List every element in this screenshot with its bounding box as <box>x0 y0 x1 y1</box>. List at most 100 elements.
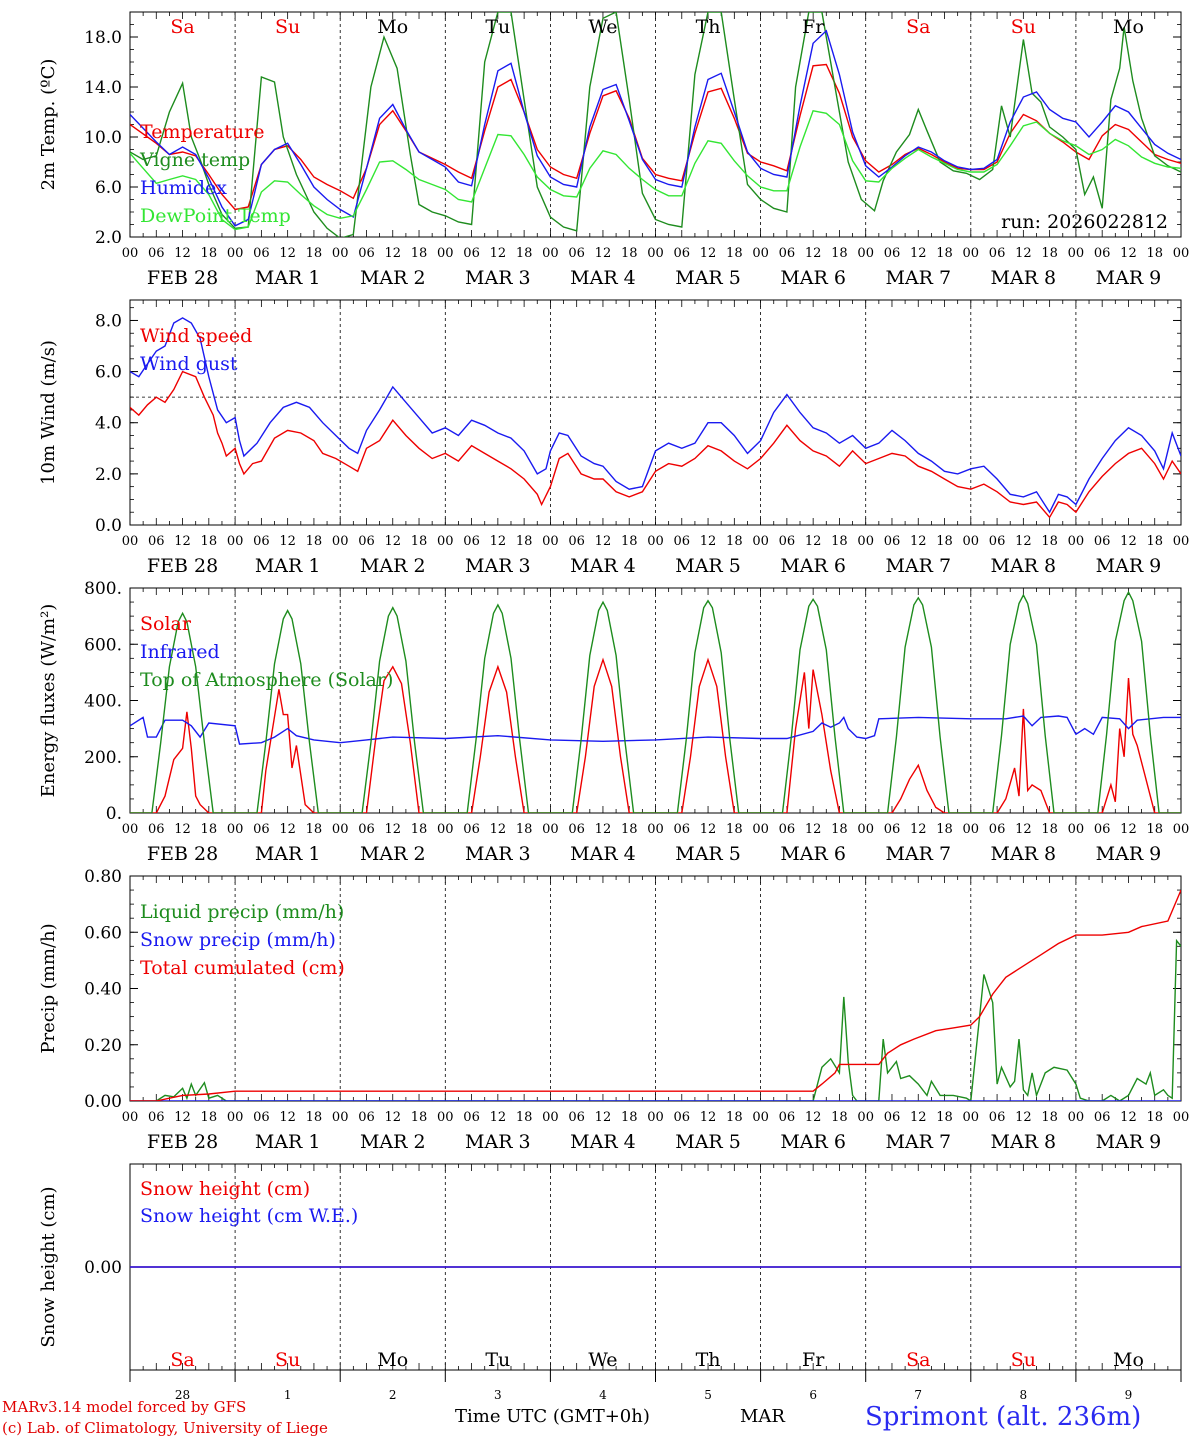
hour-label: 00 <box>1173 534 1190 549</box>
date-label: MAR 2 <box>360 1131 426 1153</box>
date-label: MAR 5 <box>675 555 741 577</box>
series-wind-speed <box>130 370 1181 519</box>
hour-label: 00 <box>647 822 664 837</box>
hour-label: 06 <box>989 246 1006 261</box>
hour-label: 12 <box>1120 822 1137 837</box>
plot-frame <box>129 299 1182 526</box>
hour-label: 18 <box>726 1110 743 1125</box>
hour-label: 12 <box>595 246 612 261</box>
hour-label: 00 <box>857 1110 874 1125</box>
weekday-label: Tu <box>485 1349 510 1371</box>
weekday-label: Sa <box>170 1349 194 1371</box>
date-label: MAR 8 <box>991 267 1057 289</box>
hour-label: 12 <box>490 1110 507 1125</box>
date-label: MAR 8 <box>991 1131 1057 1153</box>
hour-label: 12 <box>910 246 927 261</box>
hour-label: 18 <box>1041 822 1058 837</box>
day-number: 5 <box>704 1388 712 1402</box>
hour-label: 18 <box>1041 534 1058 549</box>
panel-4: 0.00 0.20 0.40 0.60 0.80 Precip (mm/h) Liquid … <box>38 867 1189 1153</box>
date-label: MAR 3 <box>465 267 531 289</box>
weekday-label: Sa <box>906 1349 930 1371</box>
hour-label: 12 <box>700 246 717 261</box>
hour-label: 00 <box>752 1110 769 1125</box>
y-tick-label: 0.0 <box>95 516 122 536</box>
hour-label: 00 <box>752 246 769 261</box>
hour-label: 18 <box>411 534 428 549</box>
y-tick-label: 0.40 <box>84 980 122 1000</box>
hour-label: 06 <box>1094 534 1111 549</box>
hour-label: 06 <box>779 246 796 261</box>
hour-label: 18 <box>201 246 218 261</box>
weekday-label: Mo <box>1113 1349 1144 1371</box>
date-label: MAR 3 <box>465 1131 531 1153</box>
panel-3: 0. 200. 400. 600. 800. Energy fluxes (W/m²) So… <box>38 579 1189 865</box>
day-number: 2 <box>389 1388 397 1402</box>
y-tick-label: 10.0 <box>84 128 122 148</box>
y-tick-label: 18.0 <box>84 28 122 48</box>
time-axis-label: Time UTC (GMT+0h) <box>455 1406 650 1427</box>
hour-label: 06 <box>358 246 375 261</box>
legend-entry: Vigne temp <box>139 149 250 171</box>
hour-label: 06 <box>674 822 691 837</box>
hour-label: 18 <box>306 246 323 261</box>
hour-label: 06 <box>463 246 480 261</box>
date-label: MAR 1 <box>255 1131 321 1153</box>
hour-label: 00 <box>1068 1110 1085 1125</box>
weekday-label: Mo <box>377 16 408 38</box>
hour-label: 00 <box>1173 246 1190 261</box>
weekday-label: Fr <box>802 1349 825 1371</box>
hour-label: 18 <box>1041 1110 1058 1125</box>
plot-frame <box>129 11 1182 238</box>
legend-entry: Top of Atmosphere (Solar) <box>140 669 393 691</box>
series-wind-gust <box>130 317 1181 514</box>
hour-label: 12 <box>1015 822 1032 837</box>
legend-entry: Snow height (cm) <box>140 1178 310 1200</box>
weekday-label: Th <box>696 1349 721 1371</box>
hour-label: 00 <box>542 246 559 261</box>
series-temperature <box>130 63 1181 211</box>
y-tick-label: 2.0 <box>95 465 122 485</box>
legend-entry: Snow height (cm W.E.) <box>140 1205 358 1227</box>
hour-label: 12 <box>279 822 296 837</box>
legend-entry: Solar <box>140 613 192 635</box>
hour-label: 06 <box>989 534 1006 549</box>
hour-label: 00 <box>542 822 559 837</box>
hour-label: 06 <box>1094 822 1111 837</box>
weekday-label: Sa <box>906 16 930 38</box>
hour-label: 00 <box>963 1110 980 1125</box>
hour-label: 06 <box>568 822 585 837</box>
hour-label: 06 <box>463 534 480 549</box>
hour-label: 00 <box>647 534 664 549</box>
y-axis-title: Precip (mm/h) <box>38 923 59 1053</box>
date-label: MAR 4 <box>570 1131 636 1153</box>
date-label: FEB 28 <box>147 1131 218 1153</box>
lab-credit: (c) Lab. of Climatology, University of L… <box>2 1419 328 1437</box>
plot-frame <box>129 587 1182 814</box>
date-label: MAR 9 <box>1096 843 1162 865</box>
panel-5: 0.00 Snow height (cm) Snow height (cm) Snow… <box>38 1163 1182 1371</box>
hour-label: 12 <box>384 1110 401 1125</box>
hour-label: 12 <box>174 246 191 261</box>
y-tick-label: 600. <box>84 635 122 655</box>
day-number: 9 <box>1125 1388 1133 1402</box>
hour-label: 18 <box>516 246 533 261</box>
weekday-label: Mo <box>1113 16 1144 38</box>
hour-label: 00 <box>332 246 349 261</box>
hour-label: 00 <box>227 246 244 261</box>
hour-label: 00 <box>332 822 349 837</box>
hour-label: 12 <box>595 1110 612 1125</box>
hour-label: 18 <box>621 246 638 261</box>
day-number: 1 <box>284 1388 292 1402</box>
date-label: MAR 8 <box>991 555 1057 577</box>
date-label: MAR 6 <box>780 1131 846 1153</box>
hour-label: 06 <box>884 246 901 261</box>
weekday-label: Su <box>275 16 300 38</box>
hour-label: 18 <box>726 822 743 837</box>
panel-1: 2.0 6.0 10.0 14.0 18.0 2m Temp. (ºC) Temperatu… <box>38 11 1190 289</box>
day-number: 3 <box>494 1388 502 1402</box>
hour-label: 00 <box>1173 822 1190 837</box>
date-label: MAR 2 <box>360 267 426 289</box>
legend-entry: DewPoint Temp <box>140 205 291 227</box>
hour-label: 18 <box>411 1110 428 1125</box>
